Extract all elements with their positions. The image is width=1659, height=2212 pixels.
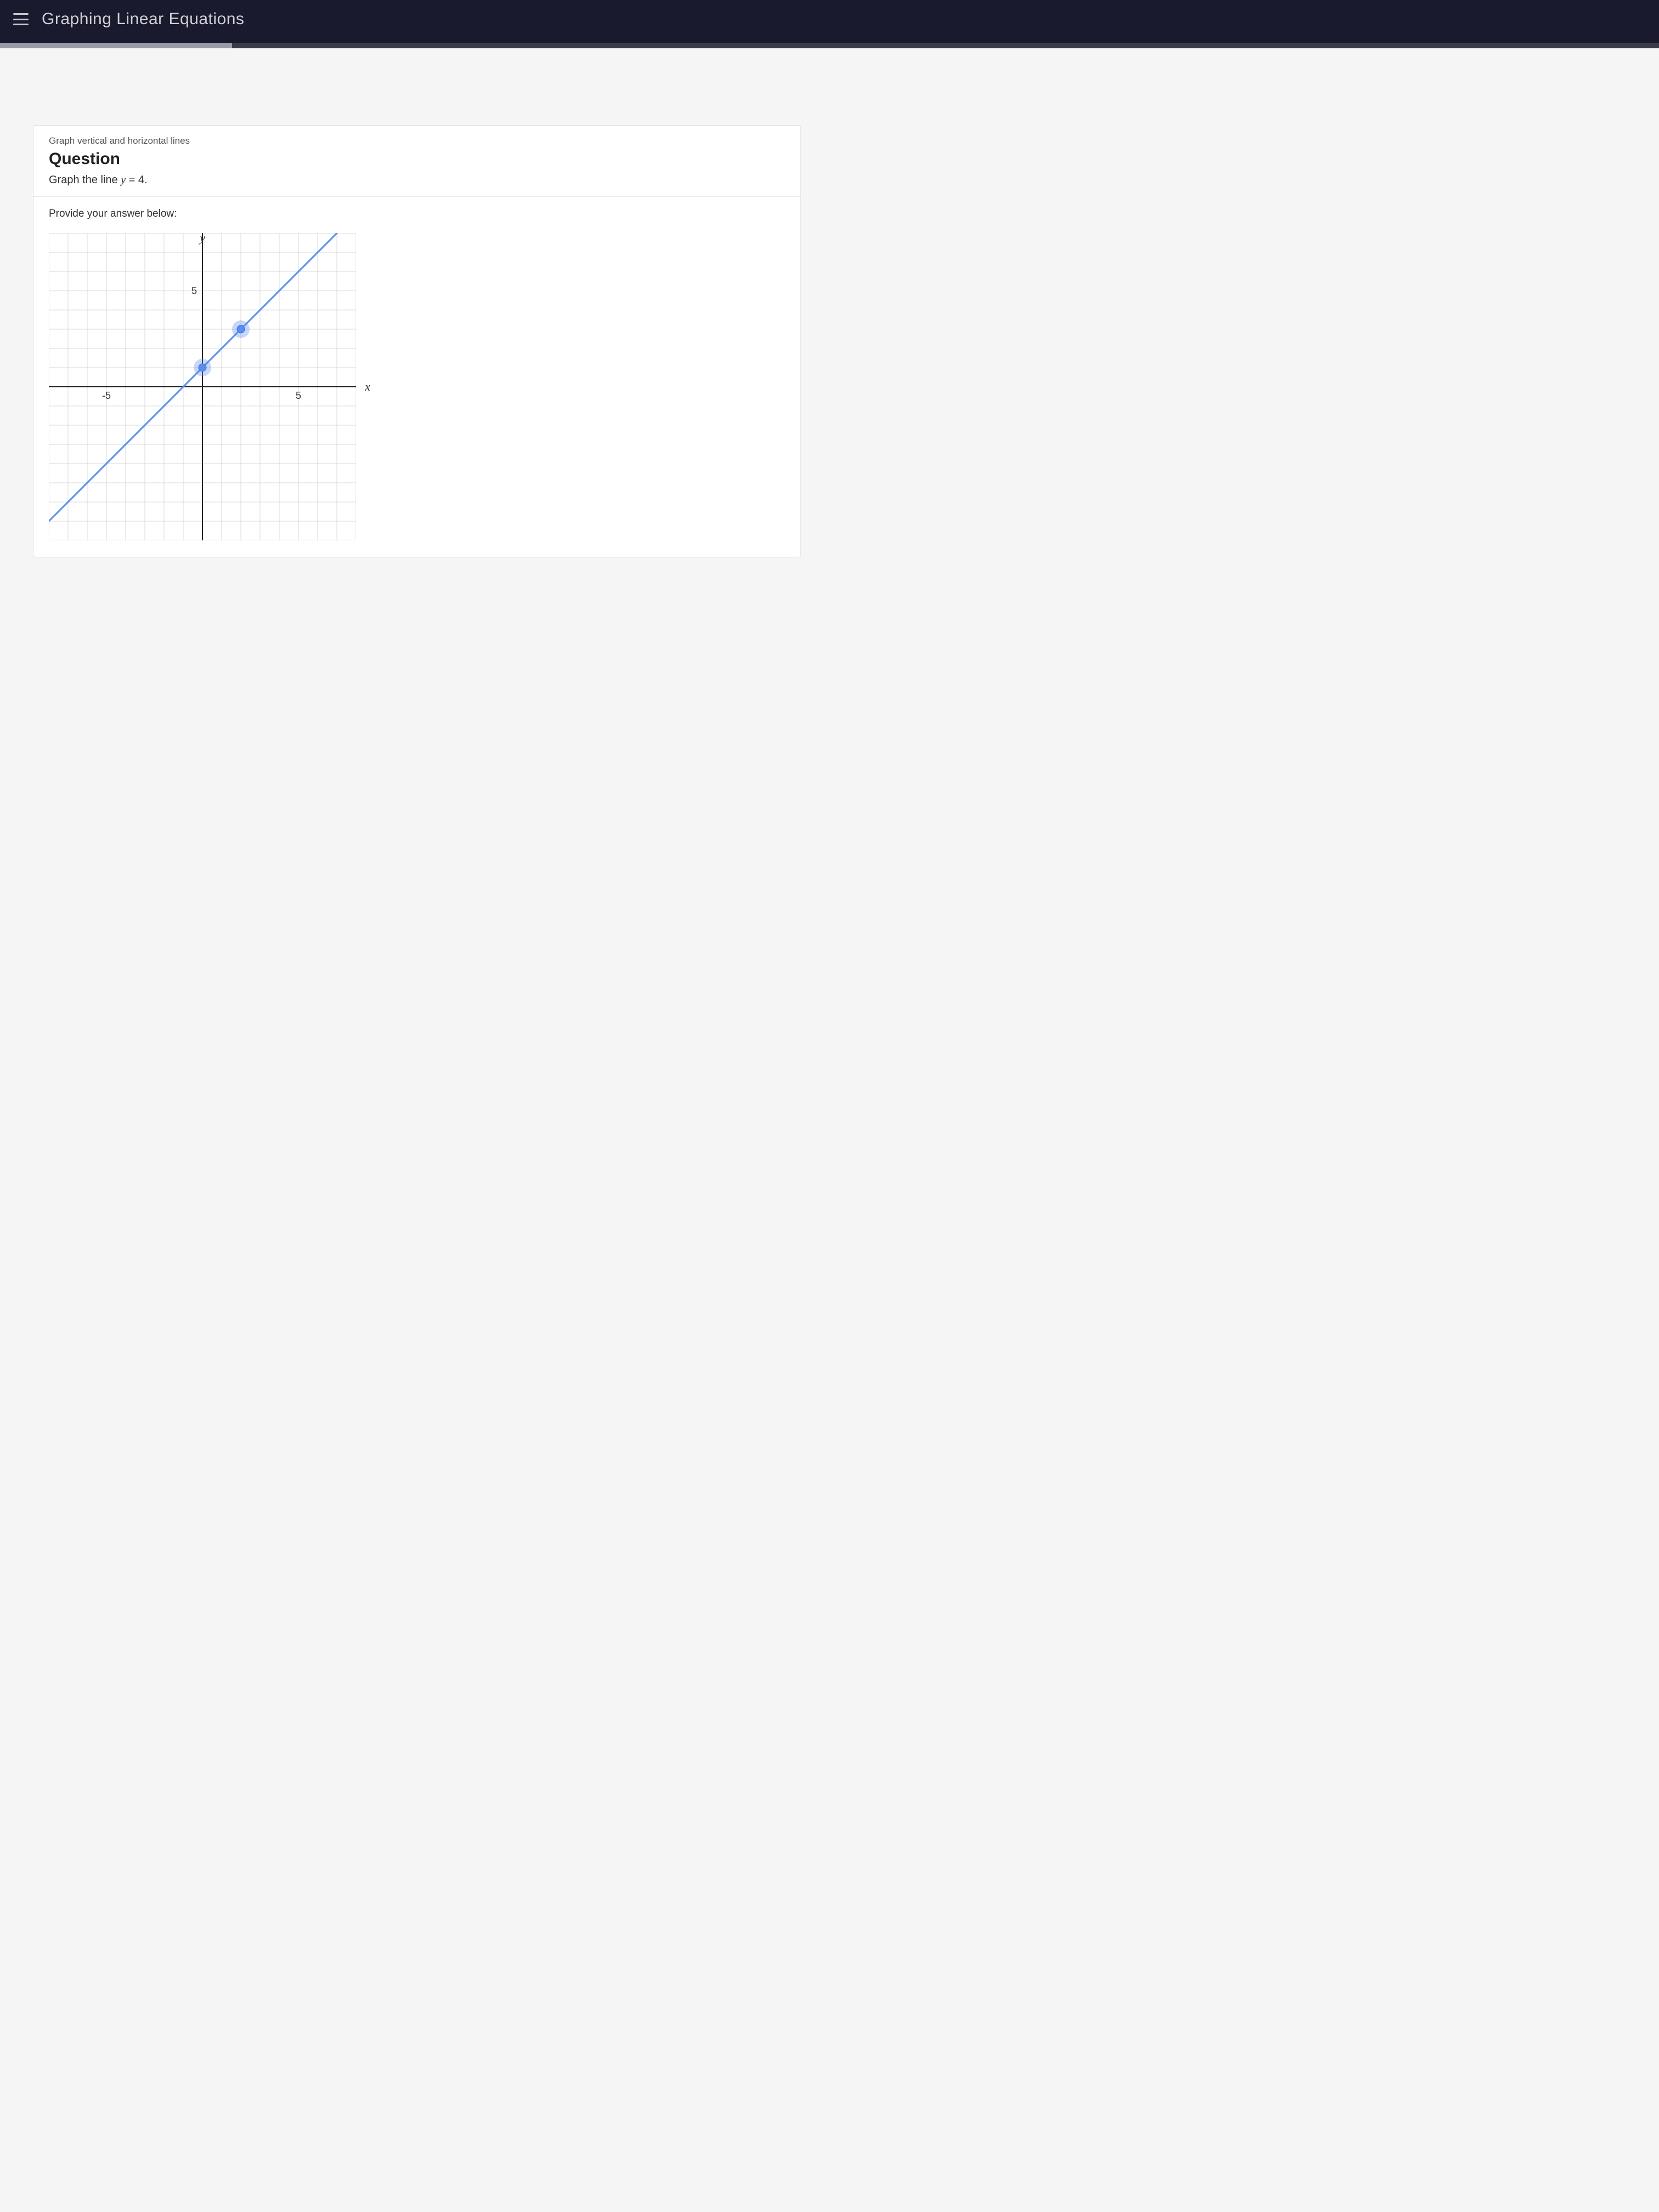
prompt-equation-rhs: = 4. <box>126 174 147 186</box>
topic-label: Graph vertical and horizontal lines <box>49 136 785 146</box>
question-heading: Question <box>49 150 785 168</box>
graph-container: y x 5 -5 5 <box>33 228 800 557</box>
y-axis-label: y <box>200 231 205 245</box>
page-title: Graphing Linear Equations <box>42 10 244 29</box>
content-area: Graph vertical and horizontal lines Ques… <box>0 48 1659 2212</box>
svg-text:5: 5 <box>191 285 197 296</box>
progress-bar <box>0 43 1659 48</box>
hamburger-menu-icon[interactable] <box>13 13 29 25</box>
prompt-equation-lhs: y <box>121 174 126 186</box>
question-prompt: Graph the line y = 4. <box>49 174 785 187</box>
x-axis-label: x <box>365 380 370 394</box>
answer-instruction: Provide your answer below: <box>33 197 800 228</box>
svg-text:5: 5 <box>296 390 301 401</box>
prompt-text-pre: Graph the line <box>49 174 121 186</box>
topbar: Graphing Linear Equations <box>0 0 1659 43</box>
question-card: Graph vertical and horizontal lines Ques… <box>33 125 801 557</box>
svg-text:-5: -5 <box>102 390 111 401</box>
interactive-graph[interactable]: y x 5-55 <box>49 233 356 540</box>
graph-svg[interactable]: 5 -5 5 <box>49 233 356 540</box>
progress-fill <box>0 43 232 48</box>
question-header: Graph vertical and horizontal lines Ques… <box>33 126 800 197</box>
